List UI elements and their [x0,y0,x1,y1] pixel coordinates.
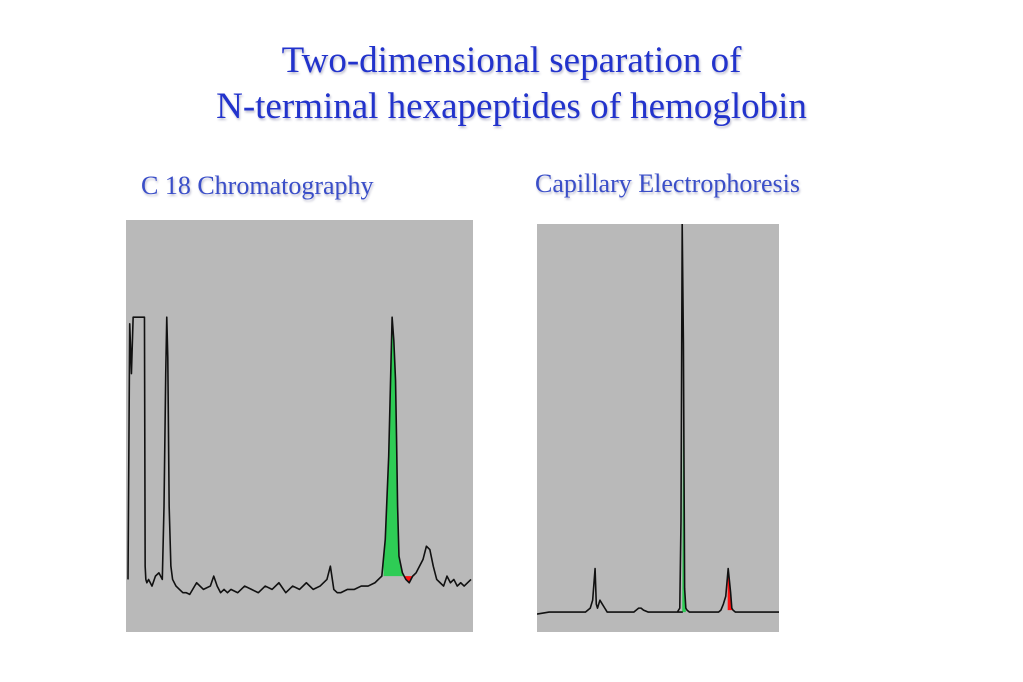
slide-title-line-1: Two-dimensional separation of [281,40,742,81]
chart-title-c18-chromatography: C 18 Chromatography [141,171,374,200]
chromatogram-trace-line [127,316,472,596]
electropherogram-trace-line [537,224,779,615]
electropherogram-highlight-peak-1 [680,342,686,613]
chromatogram-panel [126,220,473,632]
slide-title-line-2: N-terminal hexapeptides of hemoglobin [216,86,807,127]
chromatogram-plot [127,316,472,596]
chromatogram-highlight-peak-1 [383,317,405,577]
electropherogram-plot [537,224,779,615]
chart-title-capillary-electrophoresis: Capillary Electrophoresis [535,169,800,198]
electropherogram-panel [537,224,779,632]
